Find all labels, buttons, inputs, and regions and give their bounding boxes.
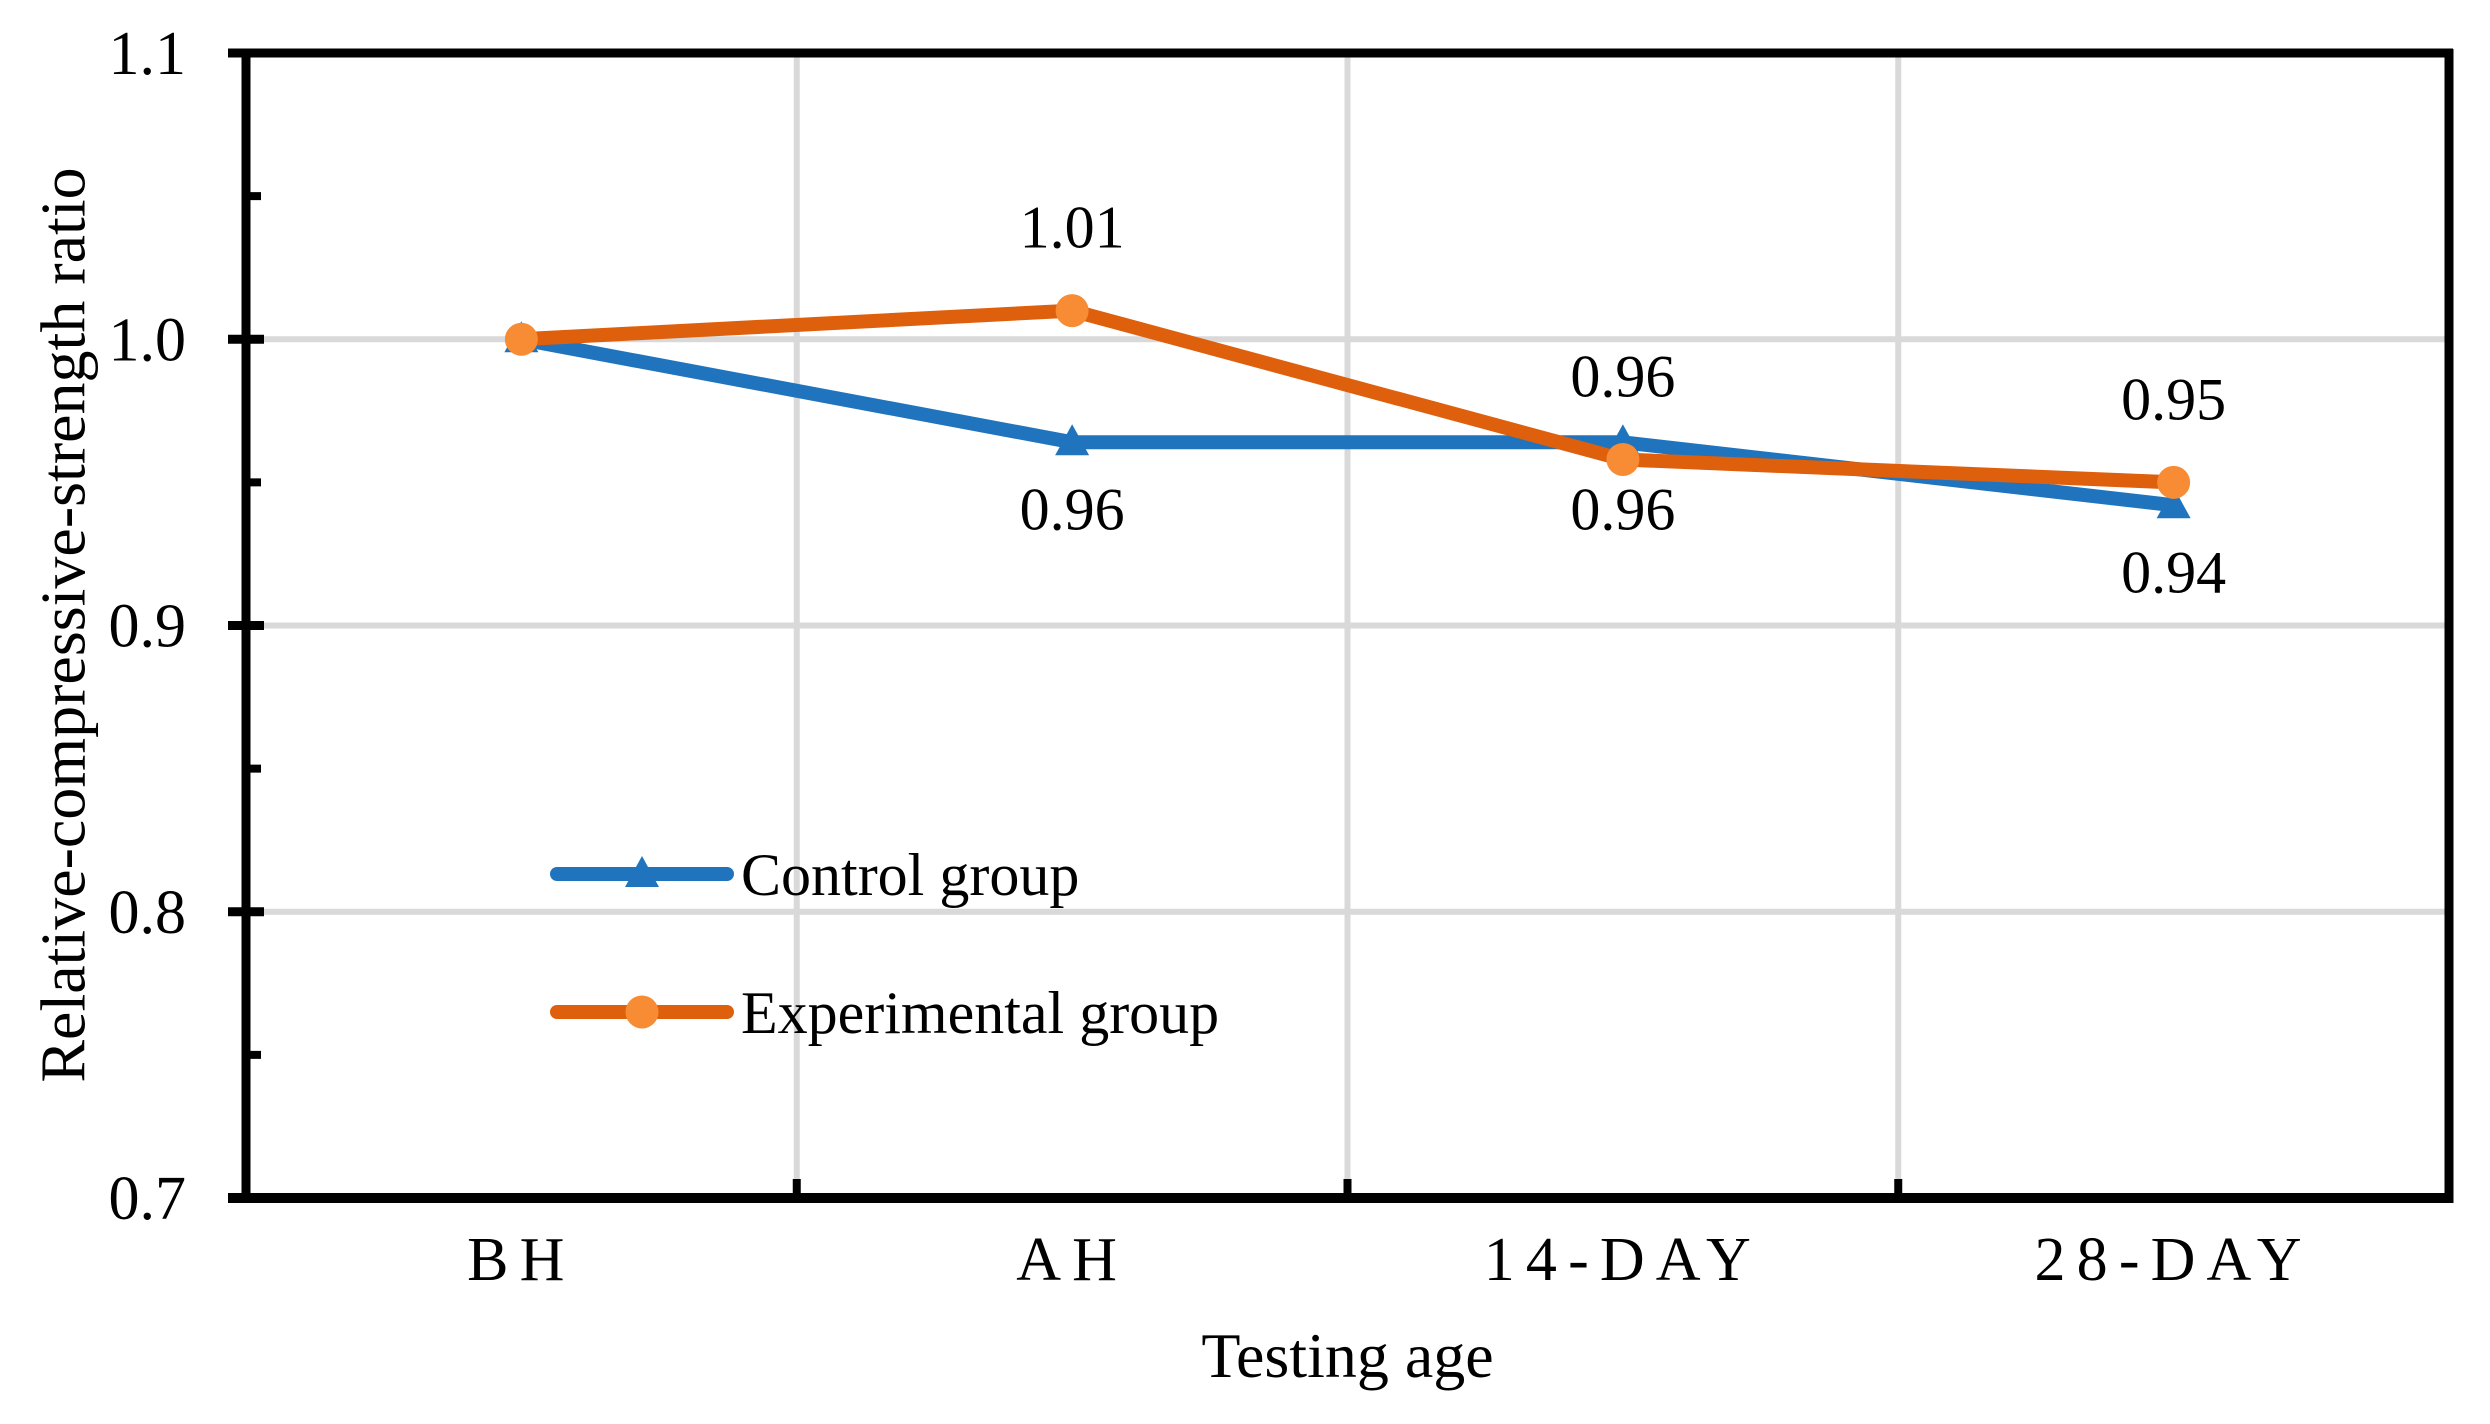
x-axis-title: Testing age [1201, 1320, 1493, 1391]
series-line [514, 303, 2181, 490]
y-tick-label: 1.1 [109, 20, 187, 88]
legend: Control group Experimental group [550, 842, 1219, 1046]
data-label: 0.96 [1570, 343, 1675, 409]
x-tick-label: 14-DAY [1484, 1226, 1762, 1294]
y-tick-label: 0.8 [109, 879, 187, 947]
legend-marker [625, 995, 659, 1029]
circle-marker [2157, 465, 2191, 499]
x-tick-label: 28-DAY [2035, 1226, 2313, 1294]
data-label: 0.96 [1570, 476, 1675, 542]
y-tick-label: 1.0 [109, 306, 187, 374]
circle-marker [1606, 442, 1640, 476]
legend-label: Control group [741, 842, 1079, 908]
y-tick-label: 0.9 [109, 593, 187, 661]
data-labels: 0.96 0.96 0.94 1.01 0.96 0.95 [1020, 195, 2227, 606]
legend-entry: Control group [550, 842, 1079, 908]
legend-label: Experimental group [741, 980, 1219, 1046]
y-axis-title: Relative-compressive-strength ratio [27, 167, 98, 1082]
series-experimental-group [504, 294, 2191, 499]
x-tick-label: AH [1016, 1226, 1128, 1294]
data-label: 0.96 [1020, 476, 1125, 542]
x-tick-label: BH [467, 1226, 575, 1294]
legend-entry: Experimental group [550, 980, 1219, 1046]
series [504, 294, 2191, 519]
triangle-marker [1055, 424, 1090, 456]
data-label: 0.95 [2121, 366, 2226, 432]
circle-marker [1055, 294, 1089, 328]
gridlines [246, 53, 2449, 1198]
y-tick-label: 0.7 [109, 1165, 187, 1233]
data-label: 1.01 [1020, 195, 1125, 261]
legend-marker [625, 856, 659, 887]
triangle-marker [2156, 487, 2191, 519]
circle-marker [504, 322, 538, 356]
data-label: 0.94 [2121, 539, 2226, 605]
axes: 0.7 0.8 0.9 1.0 1.1 BH AH 14-DAY 28-DAY Relative-… [27, 20, 2454, 1391]
